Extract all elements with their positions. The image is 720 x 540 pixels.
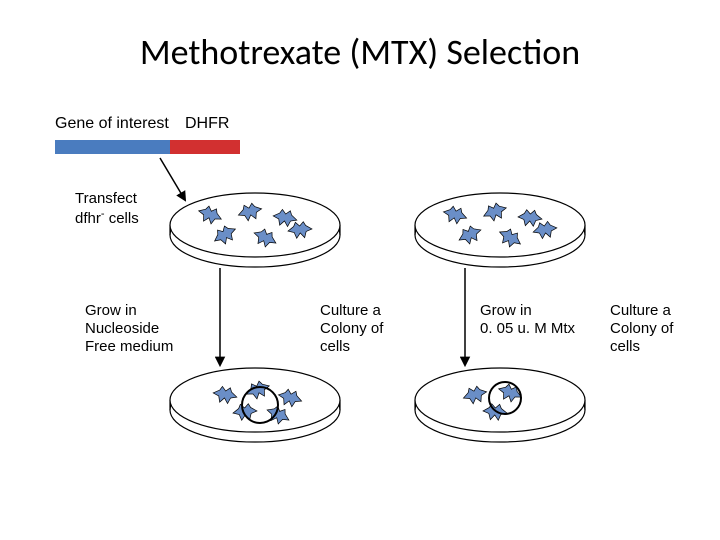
petri-dish-1 <box>415 193 585 267</box>
petri-dish-2 <box>170 368 340 442</box>
process-arrow-0 <box>160 158 185 200</box>
petri-dish-3 <box>415 368 585 442</box>
petri-dish-0 <box>170 193 340 267</box>
diagram-svg <box>0 0 720 540</box>
